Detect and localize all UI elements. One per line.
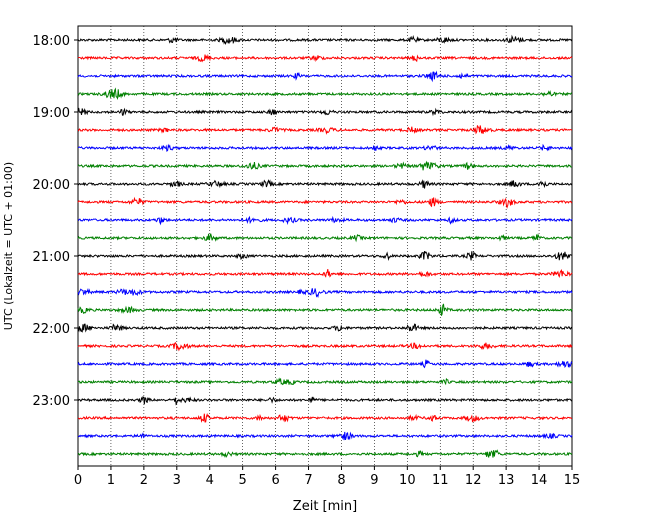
x-tick-label: 13 xyxy=(498,473,515,488)
x-tick-label: 6 xyxy=(271,473,279,488)
x-axis-label: Zeit [min] xyxy=(293,499,357,514)
trace-1845 xyxy=(77,87,573,101)
trace-2030 xyxy=(77,215,573,226)
x-tick-label: 14 xyxy=(531,473,548,488)
x-tick-label: 11 xyxy=(432,473,449,488)
y-tick-label: 21:00 xyxy=(33,250,70,265)
y-axis-ticks: 18:00 19:00 20:00 21:00 22:00 23:00 xyxy=(33,34,78,409)
trace-1800 xyxy=(77,34,573,45)
trace-2115 xyxy=(77,269,573,278)
x-tick-label: 0 xyxy=(74,473,82,488)
x-tick-label: 15 xyxy=(564,473,581,488)
x-grid xyxy=(110,26,540,466)
trace-2100 xyxy=(77,251,573,262)
y-tick-label: 23:00 xyxy=(33,394,70,409)
trace-2230 xyxy=(77,359,573,369)
traces-group xyxy=(77,34,573,458)
x-tick-label: 4 xyxy=(206,473,214,488)
y-tick-label: 20:00 xyxy=(33,178,70,193)
x-tick-label: 3 xyxy=(173,473,181,488)
x-tick-label: 10 xyxy=(399,473,416,488)
x-tick-label: 9 xyxy=(370,473,378,488)
x-tick-label: 8 xyxy=(337,473,345,488)
trace-2315 xyxy=(77,413,573,423)
trace-2145 xyxy=(77,303,573,316)
trace-1930 xyxy=(77,143,573,153)
trace-2245 xyxy=(77,377,573,386)
trace-2345 xyxy=(77,449,573,458)
trace-1830 xyxy=(77,70,573,83)
x-tick-label: 12 xyxy=(465,473,482,488)
trace-2300 xyxy=(77,396,573,406)
trace-2130 xyxy=(77,287,573,298)
x-axis-ticks: 0 1 2 3 4 5 6 7 8 9 10 11 12 13 14 15 xyxy=(74,466,580,488)
y-tick-label: 18:00 xyxy=(33,34,70,49)
trace-2330 xyxy=(77,431,573,441)
trace-1915 xyxy=(77,125,573,135)
trace-1900 xyxy=(77,107,573,117)
x-tick-label: 5 xyxy=(239,473,247,488)
x-tick-label: 2 xyxy=(140,473,148,488)
y-axis-label: UTC (Lokalzeit = UTC + 01:00) xyxy=(2,162,15,330)
trace-2000 xyxy=(77,179,573,189)
x-tick-label: 7 xyxy=(304,473,312,488)
plot-frame xyxy=(77,25,573,467)
y-tick-label: 22:00 xyxy=(33,322,70,337)
trace-1945 xyxy=(77,160,573,171)
x-tick-label: 1 xyxy=(107,473,115,488)
trace-2215 xyxy=(77,342,573,352)
trace-2045 xyxy=(77,233,573,243)
trace-2015 xyxy=(77,196,573,209)
trace-1815 xyxy=(77,53,573,63)
y-tick-label: 19:00 xyxy=(33,106,70,121)
trace-2200 xyxy=(77,323,573,333)
